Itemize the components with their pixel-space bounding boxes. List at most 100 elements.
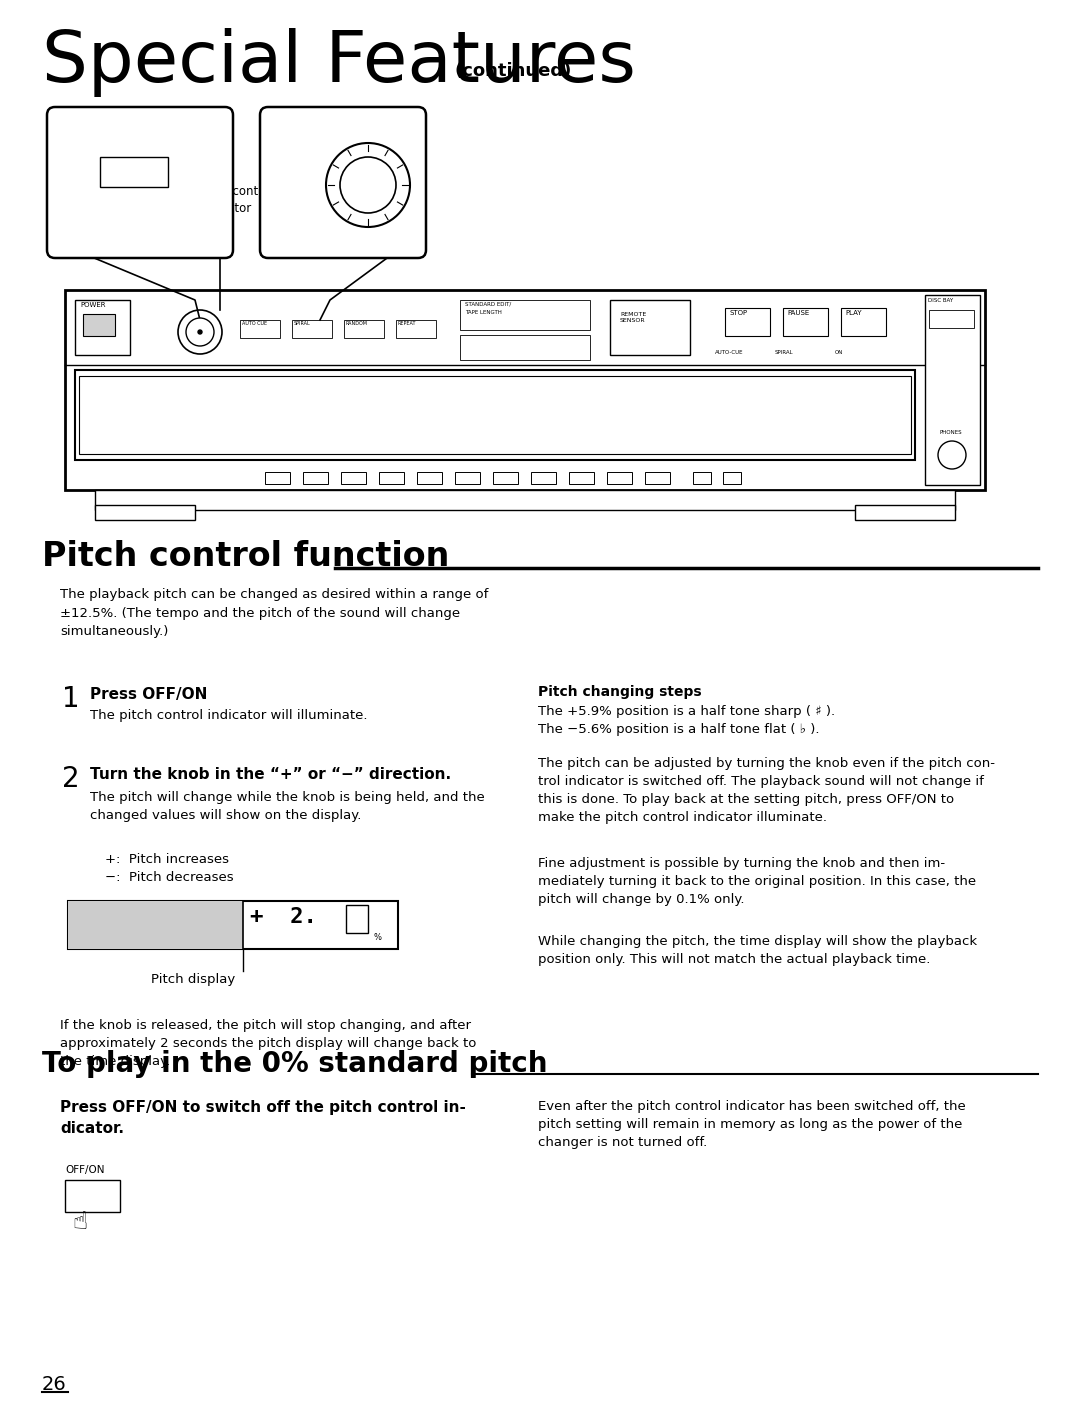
Text: Pitch control function: Pitch control function	[42, 540, 449, 573]
Text: The −5.6% position is a half tone flat ( ♭ ).: The −5.6% position is a half tone flat (…	[538, 723, 820, 736]
Text: DISC BAY: DISC BAY	[928, 298, 954, 303]
Text: The +5.9% position is a half tone sharp ( ♯ ).: The +5.9% position is a half tone sharp …	[538, 705, 835, 718]
Text: ⒶⒷⒸⒹⒺ: ⒶⒷⒸⒹⒺ	[73, 908, 119, 922]
Bar	[240, 319, 280, 338]
Text: OFF/ON: OFF/ON	[65, 1165, 105, 1175]
Text: 2: 2	[62, 765, 80, 794]
Circle shape	[340, 158, 396, 212]
Circle shape	[186, 318, 214, 346]
Bar	[292, 319, 332, 338]
FancyBboxPatch shape	[260, 107, 426, 257]
Circle shape	[198, 331, 202, 333]
Text: 2: 2	[274, 122, 295, 152]
Text: The pitch can be adjusted by turning the knob even if the pitch con-
trol indica: The pitch can be adjusted by turning the…	[538, 757, 995, 825]
Text: %: %	[373, 933, 381, 943]
FancyBboxPatch shape	[48, 107, 233, 257]
Bar	[455, 471, 480, 484]
Bar	[460, 300, 590, 331]
Bar	[924, 295, 980, 485]
Circle shape	[326, 144, 410, 227]
Text: Pitch changing steps: Pitch changing steps	[538, 685, 702, 699]
Text: (continued): (continued)	[455, 62, 572, 80]
Text: PLAY: PLAY	[845, 310, 862, 317]
Text: 1: 1	[62, 685, 80, 713]
Text: POWER: POWER	[80, 303, 106, 308]
Bar	[379, 471, 404, 484]
Bar	[417, 471, 442, 484]
Bar	[68, 900, 399, 948]
Text: Even after the pitch control indicator has been switched off, the
pitch setting : Even after the pitch control indicator h…	[538, 1100, 966, 1150]
Text: SPIRAL: SPIRAL	[775, 350, 794, 355]
Bar	[396, 319, 436, 338]
Text: The pitch control indicator will illuminate.: The pitch control indicator will illumin…	[90, 709, 367, 722]
Text: Special Features: Special Features	[42, 28, 636, 97]
Bar	[68, 900, 243, 948]
Text: +:  Pitch increases: +: Pitch increases	[105, 853, 229, 865]
Circle shape	[939, 440, 966, 469]
Text: The pitch will change while the knob is being held, and the
changed values will : The pitch will change while the knob is …	[90, 791, 485, 822]
Bar	[83, 314, 114, 336]
Bar	[303, 471, 328, 484]
Text: .: .	[73, 933, 76, 943]
Bar	[341, 471, 366, 484]
Text: I  ●  O: I ● O	[87, 319, 107, 325]
Text: AUTO-CUE: AUTO-CUE	[715, 350, 743, 355]
Text: Press OFF/ON to switch off the pitch control in-
dicator.: Press OFF/ON to switch off the pitch con…	[60, 1100, 465, 1135]
Text: Fine adjustment is possible by turning the knob and then im-
mediately turning i: Fine adjustment is possible by turning t…	[538, 857, 976, 906]
Text: Turn the knob in the “+” or “−” direction.: Turn the knob in the “+” or “−” directio…	[90, 767, 451, 782]
Text: STANDARD EDIT/: STANDARD EDIT/	[465, 303, 511, 307]
Bar	[569, 471, 594, 484]
Bar	[75, 370, 915, 460]
Text: PAUSE: PAUSE	[787, 310, 809, 317]
Bar	[95, 505, 195, 521]
Text: The playback pitch can be changed as desired within a range of
±12.5%. (The temp: The playback pitch can be changed as des…	[60, 588, 488, 637]
Text: - +: - +	[378, 129, 395, 139]
Text: OPEN/CLOSE: OPEN/CLOSE	[931, 312, 962, 317]
Text: REMOTE
SENSOR: REMOTE SENSOR	[620, 312, 646, 324]
Bar	[460, 335, 590, 360]
Text: ☝: ☝	[72, 1210, 87, 1234]
Bar	[100, 158, 168, 187]
Text: . . .: . . .	[110, 933, 125, 943]
Bar	[723, 471, 741, 484]
Text: ☝: ☝	[105, 183, 122, 211]
Bar	[492, 471, 518, 484]
Bar	[725, 308, 770, 336]
Text: Press OFF/ON: Press OFF/ON	[90, 687, 207, 702]
Text: PHONES: PHONES	[940, 431, 962, 435]
Bar	[929, 310, 974, 328]
Text: 1: 1	[63, 122, 84, 152]
Bar	[75, 300, 130, 355]
Text: To play in the 0% standard pitch: To play in the 0% standard pitch	[42, 1050, 548, 1078]
Circle shape	[178, 310, 222, 355]
Bar	[95, 490, 955, 509]
Text: TAPE LENGTH: TAPE LENGTH	[465, 310, 502, 315]
Text: STOP: STOP	[729, 310, 747, 317]
Bar	[855, 505, 955, 521]
Text: If the knob is released, the pitch will stop changing, and after
approximately 2: If the knob is released, the pitch will …	[60, 1019, 476, 1068]
Bar	[65, 1180, 120, 1211]
Bar	[531, 471, 556, 484]
Bar	[265, 471, 291, 484]
Bar	[346, 905, 368, 933]
Bar	[610, 300, 690, 355]
Bar	[841, 308, 886, 336]
Text: OFF/ON: OFF/ON	[103, 129, 146, 139]
Text: Pitch control
indicator: Pitch control indicator	[200, 184, 273, 215]
Bar	[345, 319, 384, 338]
Text: DISC: DISC	[87, 933, 105, 938]
Text: SPIRAL: SPIRAL	[294, 321, 311, 326]
Text: 8: 8	[348, 908, 362, 927]
Text: ON: ON	[835, 350, 843, 355]
Text: +  2.: + 2.	[249, 908, 316, 927]
Text: AUTO CUE: AUTO CUE	[242, 321, 267, 326]
Text: 26: 26	[42, 1375, 67, 1394]
Bar	[693, 471, 711, 484]
Bar	[79, 376, 912, 454]
Text: RANDOM: RANDOM	[346, 321, 368, 326]
Text: Pitch display: Pitch display	[151, 974, 235, 986]
Text: −:  Pitch decreases: −: Pitch decreases	[105, 871, 233, 884]
Bar	[645, 471, 670, 484]
Text: While changing the pitch, the time display will show the playback
position only.: While changing the pitch, the time displ…	[538, 936, 977, 967]
Bar	[607, 471, 632, 484]
